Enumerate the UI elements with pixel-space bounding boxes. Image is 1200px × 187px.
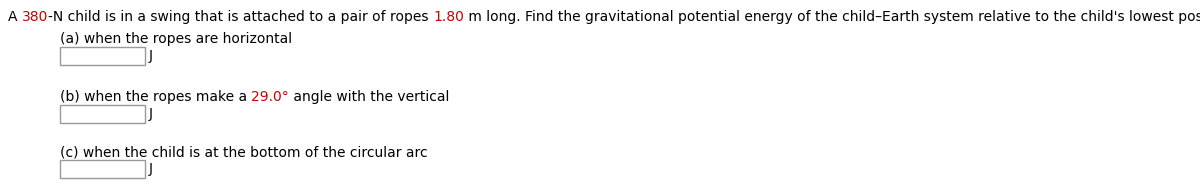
Text: (c) when the child is at the bottom of the circular arc: (c) when the child is at the bottom of t… [60, 145, 427, 159]
Text: 29.0°: 29.0° [252, 90, 289, 104]
Text: A: A [8, 10, 22, 24]
Text: -N child is in a swing that is attached to a pair of ropes: -N child is in a swing that is attached … [48, 10, 433, 24]
Text: m long. Find the gravitational potential energy of the child–Earth system relati: m long. Find the gravitational potential… [464, 10, 1200, 24]
Text: angle with the vertical: angle with the vertical [289, 90, 450, 104]
Bar [60, 105, 145, 123]
Text: J: J [149, 162, 154, 176]
Bar [60, 160, 145, 178]
Text: 380: 380 [22, 10, 48, 24]
Text: J: J [149, 107, 154, 121]
Text: 1.80: 1.80 [433, 10, 464, 24]
Bar [60, 47, 145, 65]
Text: (b) when the ropes make a: (b) when the ropes make a [60, 90, 252, 104]
Text: J: J [149, 49, 154, 63]
Text: (a) when the ropes are horizontal: (a) when the ropes are horizontal [60, 32, 292, 46]
